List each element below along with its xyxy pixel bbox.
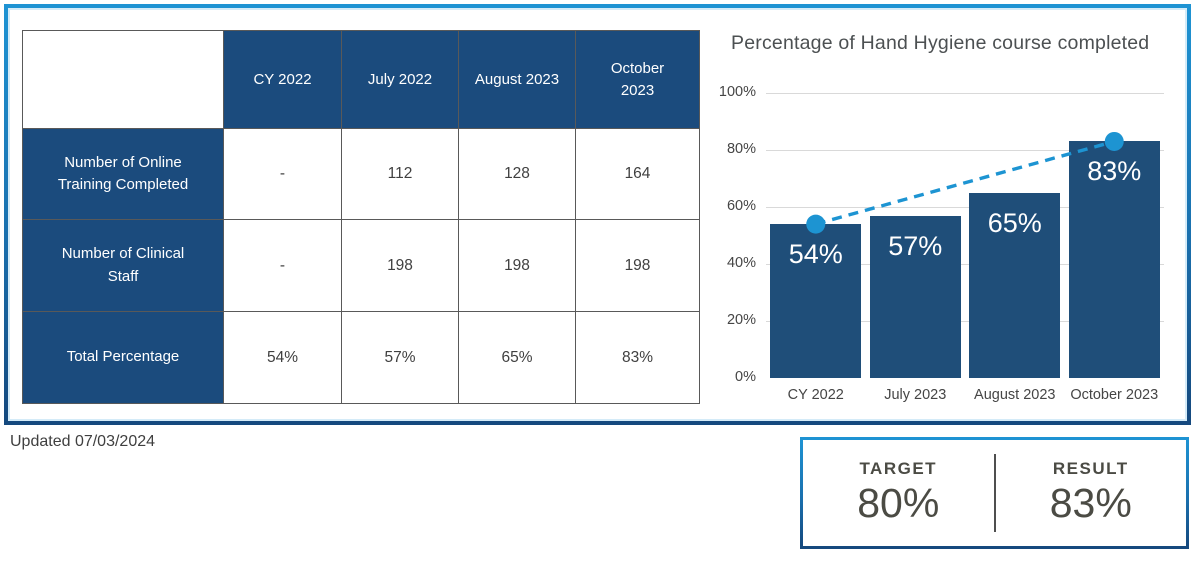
table-row: Total Percentage 54% 57% 65% 83% — [22, 311, 700, 404]
table-cell: 57% — [341, 311, 459, 404]
table-cell: 198 — [341, 219, 459, 312]
chart-gridline — [766, 321, 1164, 322]
y-axis-tick-label: 60% — [726, 198, 756, 214]
chart-gridline — [766, 264, 1164, 265]
table-cell: 83% — [575, 311, 700, 404]
training-data-table: CY 2022 July 2022 August 2023 October 20… — [22, 30, 700, 404]
kpi-result-value: 83% — [1049, 480, 1132, 526]
row-label-clinical-staff: Number of Clinical Staff — [22, 219, 224, 312]
bar-chart: Percentage of Hand Hygiene course comple… — [700, 10, 1192, 420]
chart-title: Percentage of Hand Hygiene course comple… — [731, 32, 1150, 54]
dashboard-panel: CY 2022 July 2022 August 2023 October 20… — [4, 4, 1191, 425]
row-label-online-training: Number of Online Training Completed — [22, 128, 224, 220]
column-header-july2022: July 2022 — [341, 30, 459, 129]
x-axis-tick-label: August 2023 — [974, 387, 1056, 403]
kpi-result-label: RESULT — [1052, 459, 1129, 478]
y-axis-tick-label: 100% — [718, 84, 756, 100]
table-cell: 164 — [575, 128, 700, 220]
x-axis-tick-label: CY 2022 — [787, 387, 844, 403]
chart-gridline — [766, 93, 1164, 94]
bar: 54% — [770, 224, 862, 378]
table-cell: 198 — [458, 219, 576, 312]
table-row: Number of Online Training Completed - 11… — [22, 128, 700, 220]
table-cell: 112 — [341, 128, 459, 220]
y-axis-tick-label: 80% — [726, 141, 756, 157]
table-cell: - — [223, 128, 342, 220]
y-axis-tick-label: 0% — [735, 369, 756, 385]
bar-value-label: 54% — [788, 239, 843, 270]
y-axis-tick-label: 40% — [726, 255, 756, 271]
y-axis-tick-label: 20% — [726, 312, 756, 328]
kpi-target-label: TARGET — [859, 459, 938, 478]
updated-date-note: Updated 07/03/2024 — [10, 433, 156, 450]
bar-value-label: 57% — [888, 230, 943, 261]
x-axis-tick-label: July 2023 — [884, 387, 947, 403]
kpi-divider — [993, 454, 996, 532]
column-header-cy2022: CY 2022 — [223, 30, 342, 129]
bar-value-label: 65% — [987, 207, 1042, 238]
kpi-target-value: 80% — [857, 480, 940, 526]
table-cell: 54% — [223, 311, 342, 404]
x-axis-tick-label: October 2023 — [1070, 387, 1159, 403]
kpi-box: TARGET 80% RESULT 83% — [800, 437, 1189, 549]
kpi-result: RESULT 83% — [996, 440, 1187, 546]
table-cell: 198 — [575, 219, 700, 312]
table-cell: - — [223, 219, 342, 312]
kpi-target: TARGET 80% — [803, 440, 994, 546]
bar: 57% — [869, 215, 961, 378]
bar: 83% — [1068, 141, 1160, 378]
table-corner-cell — [22, 30, 224, 129]
column-header-october2023: October 2023 — [575, 30, 700, 129]
row-label-total-percentage: Total Percentage — [22, 311, 224, 404]
bar-value-label: 83% — [1087, 156, 1142, 187]
column-header-august2023: August 2023 — [458, 30, 576, 129]
bar: 65% — [969, 192, 1061, 378]
table-header-row: CY 2022 July 2022 August 2023 October 20… — [22, 30, 700, 129]
table-row: Number of Clinical Staff - 198 198 198 — [22, 219, 700, 312]
table-cell: 128 — [458, 128, 576, 220]
table-cell: 65% — [458, 311, 576, 404]
